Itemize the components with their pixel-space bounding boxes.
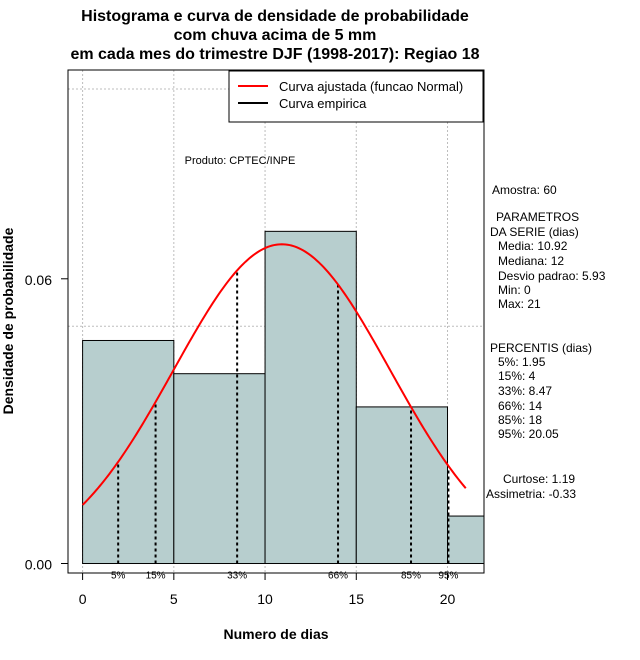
x-axis-label: Numero de dias [223,626,328,642]
product-annotation: Produto: CPTEC/INPE [185,155,296,167]
percentile-label: 95% [438,571,458,582]
stats-panel: Amostra: 60 PARAMETROS DA SERIE (dias) M… [486,183,606,501]
legend-label-normal: Curva ajustada (funcao Normal) [279,79,463,94]
stats-percentil-85: 85%: 18 [498,413,542,427]
legend-label-empirical: Curva empirica [279,96,367,111]
legend-box [228,70,484,123]
stats-sample: Amostra: 60 [492,183,557,197]
stats-percentil-66: 66%: 14 [498,399,542,413]
stats-params-title-2: DA SERIE (dias) [490,225,579,239]
percentile-lines: 5% 15% 33% 66% 85% 95% [111,270,459,582]
stats-percentil-15: 15%: 4 [498,369,536,383]
chart-title-line-2: com chuva acima de 5 mm [174,27,377,44]
stats-param-max: Max: 21 [498,297,541,311]
x-tick-label: 5 [170,591,178,607]
normal-curve-layer [81,243,467,506]
percentile-label: 5% [111,571,126,582]
x-tick-label: 15 [348,591,364,607]
percentile-label: 85% [401,571,421,582]
histogram-bar [264,230,357,565]
x-tick-label: 20 [440,591,456,607]
x-tick-label: 10 [257,591,273,607]
x-tick-label: 0 [79,591,87,607]
histogram-bar [82,339,175,565]
histogram-bar [173,373,266,565]
stats-curtose: Curtose: 1.19 [503,472,575,486]
stats-param-desvio: Desvio padrao: 5.93 [498,269,606,283]
normal-curve [81,243,467,506]
stats-percentil-33: 33%: 8.47 [498,384,552,398]
stats-percentil-95: 95%: 20.05 [498,427,559,441]
legend: Curva ajustada (funcao Normal) Curva emp… [228,70,484,123]
stats-param-media: Media: 10.92 [498,239,568,253]
chart-title-line-3: em cada mes do trimestre DJF (1998-2017)… [70,46,479,63]
stats-param-mediana: Mediana: 12 [498,254,564,268]
stats-param-min: Min: 0 [498,283,531,297]
percentile-label: 15% [146,571,166,582]
y-tick-label: 0.06 [25,272,52,288]
stats-percentil-5: 5%: 1.95 [498,355,546,369]
percentile-label: 33% [227,571,247,582]
histogram-bars [82,230,485,565]
chart-title-line-1: Histograma e curva de densidade de proba… [81,8,469,25]
percentile-label: 66% [328,571,348,582]
plot-frame [67,69,485,574]
stats-assimetria: Assimetria: -0.33 [486,487,576,501]
stats-percentis-title: PERCENTIS (dias) [490,341,592,355]
y-tick-label: 0.00 [25,557,52,573]
histogram-bar [355,406,449,565]
y-axis-label: Densidade de probabilidade [0,227,16,414]
histogram-bar [447,515,485,565]
stats-params-title-1: PARAMETROS [496,210,579,224]
